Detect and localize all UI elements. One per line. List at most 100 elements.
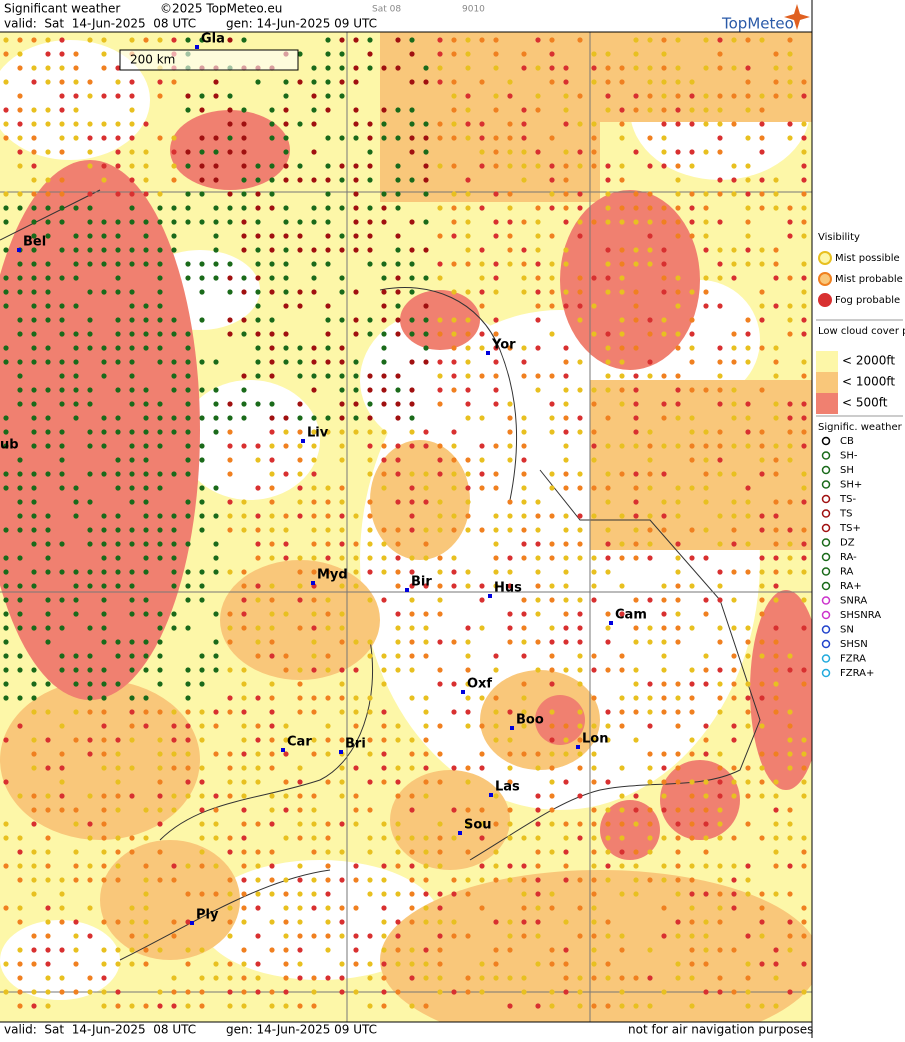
weather-symbol — [521, 835, 527, 841]
weather-symbol — [199, 681, 205, 687]
weather-symbol — [283, 737, 289, 743]
weather-symbol — [3, 835, 9, 841]
city-label: Ply — [196, 908, 219, 923]
weather-symbol — [269, 737, 275, 743]
weather-symbol — [45, 807, 51, 813]
weather-symbol — [45, 709, 51, 715]
weather-symbol — [591, 961, 597, 967]
weather-symbol — [199, 443, 205, 449]
weather-symbol — [129, 527, 135, 533]
weather-symbol — [171, 709, 177, 715]
weather-symbol — [577, 611, 583, 617]
weather-symbol — [619, 163, 625, 169]
weather-symbol — [255, 891, 261, 897]
weather-symbol — [731, 877, 737, 883]
weather-symbol — [115, 135, 121, 141]
weather-symbol — [297, 583, 303, 589]
weather-symbol — [801, 597, 807, 603]
city-label: Yor — [491, 338, 516, 353]
weather-symbol — [521, 163, 527, 169]
weather-symbol — [45, 289, 51, 295]
weather-symbol — [255, 513, 261, 519]
weather-symbol — [423, 359, 429, 365]
weather-symbol — [241, 317, 247, 323]
weather-symbol — [717, 303, 723, 309]
weather-symbol — [745, 933, 751, 939]
weather-symbol — [619, 807, 625, 813]
weather-symbol — [451, 681, 457, 687]
weather-symbol — [87, 289, 93, 295]
weather-symbol — [633, 863, 639, 869]
weather-symbol — [465, 457, 471, 463]
weather-symbol — [507, 345, 513, 351]
weather-symbol — [521, 289, 527, 295]
weather-symbol — [73, 667, 79, 673]
weather-symbol — [801, 401, 807, 407]
weather-symbol — [647, 233, 653, 239]
weather-symbol — [731, 779, 737, 785]
weather-symbol — [535, 303, 541, 309]
legend-symbol — [821, 625, 831, 634]
weather-symbol — [689, 695, 695, 701]
weather-symbol — [255, 751, 261, 757]
weather-symbol — [297, 625, 303, 631]
weather-symbol — [787, 723, 793, 729]
weather-symbol — [213, 177, 219, 183]
weather-symbol — [381, 219, 387, 225]
weather-symbol — [759, 149, 765, 155]
weather-symbol — [451, 555, 457, 561]
weather-symbol — [129, 457, 135, 463]
weather-symbol — [731, 653, 737, 659]
city-marker — [311, 581, 315, 585]
weather-symbol — [549, 37, 555, 43]
weather-symbol — [479, 961, 485, 967]
weather-symbol — [409, 905, 415, 911]
weather-symbol — [353, 583, 359, 589]
weather-symbol — [801, 219, 807, 225]
weather-symbol — [689, 835, 695, 841]
weather-symbol — [255, 219, 261, 225]
weather-symbol — [45, 415, 51, 421]
city-marker — [576, 745, 580, 749]
weather-symbol — [325, 331, 331, 337]
weather-symbol — [577, 639, 583, 645]
weather-symbol — [409, 79, 415, 85]
weather-symbol — [591, 933, 597, 939]
weather-symbol — [689, 443, 695, 449]
weather-symbol — [45, 191, 51, 197]
weather-symbol — [241, 681, 247, 687]
weather-symbol — [619, 541, 625, 547]
weather-symbol — [801, 191, 807, 197]
weather-symbol — [185, 1003, 191, 1009]
weather-symbol — [101, 569, 107, 575]
weather-symbol — [115, 289, 121, 295]
weather-symbol — [689, 583, 695, 589]
weather-symbol — [213, 485, 219, 491]
weather-symbol — [563, 65, 569, 71]
weather-symbol — [31, 317, 37, 323]
weather-symbol — [801, 863, 807, 869]
weather-symbol — [185, 513, 191, 519]
weather-symbol — [31, 1003, 37, 1009]
weather-symbol — [45, 303, 51, 309]
weather-symbol — [31, 933, 37, 939]
weather-symbol — [129, 835, 135, 841]
weather-symbol — [661, 289, 667, 295]
weather-symbol — [101, 625, 107, 631]
weather-symbol — [773, 835, 779, 841]
weather-symbol — [675, 751, 681, 757]
weather-symbol — [549, 555, 555, 561]
weather-symbol — [367, 317, 373, 323]
weather-symbol — [535, 387, 541, 393]
weather-symbol — [563, 751, 569, 757]
weather-symbol — [353, 177, 359, 183]
weather-symbol — [619, 345, 625, 351]
weather-symbol — [479, 527, 485, 533]
weather-symbol — [367, 933, 373, 939]
weather-symbol — [423, 737, 429, 743]
weather-symbol — [633, 65, 639, 71]
weather-symbol — [409, 569, 415, 575]
weather-symbol — [633, 471, 639, 477]
weather-symbol — [437, 37, 443, 43]
weather-symbol — [227, 779, 233, 785]
